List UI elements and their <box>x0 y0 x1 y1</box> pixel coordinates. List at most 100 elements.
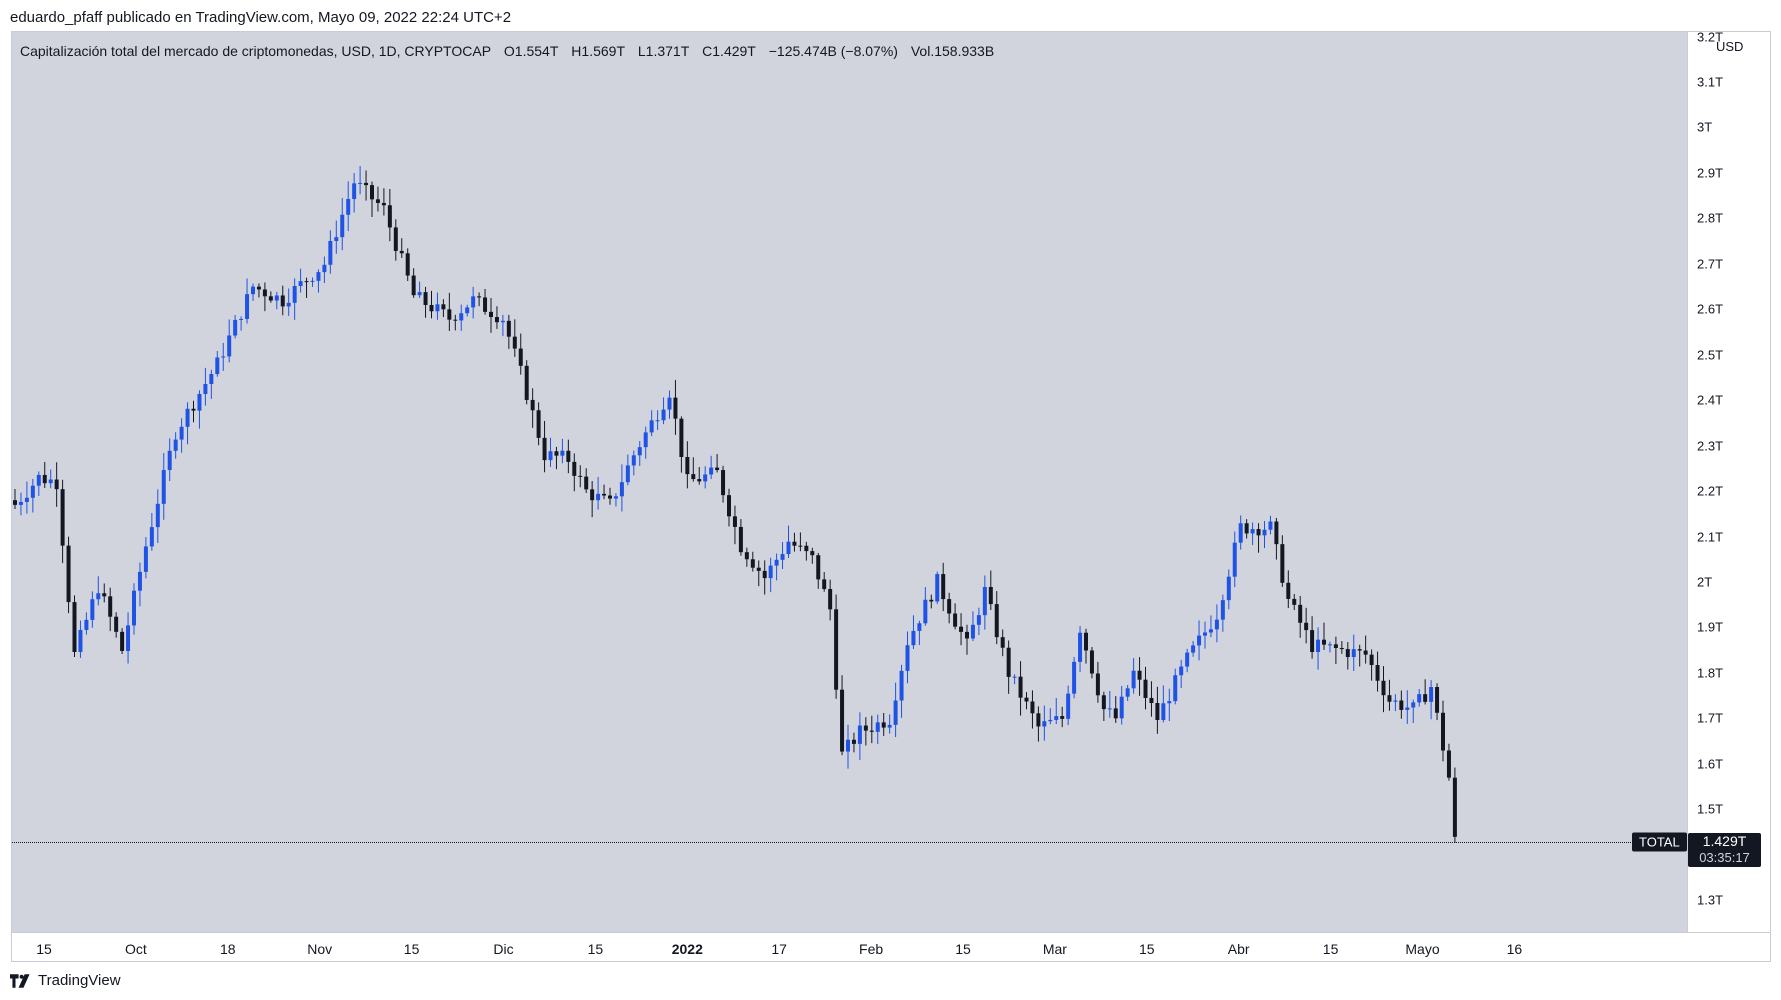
candle <box>1262 521 1267 549</box>
candle <box>792 532 797 552</box>
candle <box>798 532 803 552</box>
candle <box>78 620 83 658</box>
candle <box>893 682 898 738</box>
candle <box>1405 690 1410 724</box>
candle <box>1214 604 1219 643</box>
candle <box>1167 688 1172 722</box>
legend-title: Capitalización total del mercado de crip… <box>20 43 492 59</box>
candle <box>750 551 755 572</box>
candle-body <box>911 630 916 646</box>
candle-body <box>1238 523 1243 543</box>
candle-body <box>286 302 291 307</box>
candle-body <box>1345 649 1350 658</box>
candle <box>1375 651 1380 692</box>
candle <box>1399 690 1404 719</box>
candle <box>227 319 232 363</box>
candle-body <box>816 555 821 580</box>
candle <box>786 525 791 559</box>
candle-body <box>161 470 166 504</box>
candle-body <box>1089 650 1094 674</box>
candle <box>988 570 993 611</box>
candle <box>465 304 470 317</box>
candle-body <box>143 546 148 572</box>
candle-body <box>1191 645 1196 653</box>
candle <box>1268 515 1273 535</box>
candle-body <box>1042 721 1047 727</box>
candle-body <box>691 474 696 480</box>
publication-line: eduardo_pfaff publicado en TradingView.c… <box>10 9 512 26</box>
candle-body <box>953 613 958 627</box>
candle-body <box>280 295 285 307</box>
candle-body <box>387 205 392 228</box>
candle <box>691 457 696 482</box>
price-tick: 1.7T <box>1697 710 1724 726</box>
candle-body <box>358 182 363 184</box>
candle <box>292 278 297 320</box>
candle-body <box>596 493 601 501</box>
tradingview-brand[interactable]: TradingView <box>10 972 121 989</box>
candle <box>274 291 279 310</box>
candle <box>233 314 238 339</box>
candle <box>1042 705 1047 741</box>
time-tick: 18 <box>220 941 236 957</box>
candle <box>286 288 291 316</box>
candle-body <box>917 623 922 631</box>
candle <box>1006 640 1011 694</box>
candle <box>1179 659 1184 689</box>
candle <box>1101 691 1106 721</box>
candle-body <box>126 625 131 651</box>
candle <box>970 611 975 641</box>
time-tick: Mayo <box>1405 941 1440 957</box>
candle-body <box>828 589 833 610</box>
candle-body <box>352 183 357 200</box>
candle-body <box>489 311 493 318</box>
candle <box>489 297 493 333</box>
candle-body <box>441 304 446 310</box>
candle-body <box>530 399 535 411</box>
currency-label: USD <box>1716 39 1744 54</box>
candle-body <box>209 374 214 384</box>
candle <box>1048 708 1053 725</box>
candle <box>1452 767 1457 843</box>
candle-body <box>191 408 196 411</box>
plot-area[interactable] <box>12 32 1687 932</box>
candle-body <box>304 281 309 283</box>
price-axis[interactable] <box>1687 32 1770 932</box>
candle <box>1417 689 1422 707</box>
candle <box>619 464 624 512</box>
candle <box>1000 629 1005 657</box>
candle <box>477 292 482 307</box>
candle <box>417 281 422 299</box>
candle-body <box>1000 637 1005 648</box>
candle <box>149 513 154 551</box>
candle <box>1060 706 1065 728</box>
last-price-badge: 1.429T 03:35:17 <box>1688 832 1761 867</box>
candle <box>899 664 904 718</box>
time-axis[interactable] <box>12 932 1770 961</box>
candle <box>84 612 89 635</box>
candle-body <box>851 739 856 744</box>
candle-body <box>274 295 279 301</box>
candle-body <box>1256 529 1261 536</box>
candle <box>947 592 952 624</box>
candle <box>976 607 981 636</box>
candle-body <box>899 670 904 701</box>
candle-body <box>411 275 416 296</box>
candle <box>316 269 321 293</box>
candle <box>1393 694 1398 712</box>
candle <box>1197 620 1202 661</box>
candle <box>1441 700 1445 762</box>
candle-body <box>1066 693 1071 719</box>
candle-body <box>197 393 202 411</box>
candle-body <box>84 619 89 630</box>
candle <box>334 220 339 254</box>
candle <box>536 402 541 446</box>
candle-body <box>554 451 559 456</box>
candle-body <box>857 725 862 744</box>
candle-body <box>1048 719 1053 722</box>
candle <box>435 292 440 320</box>
candle-body <box>346 199 351 215</box>
candle-body <box>1125 688 1130 697</box>
candle-body <box>334 237 339 241</box>
candle <box>923 587 928 626</box>
